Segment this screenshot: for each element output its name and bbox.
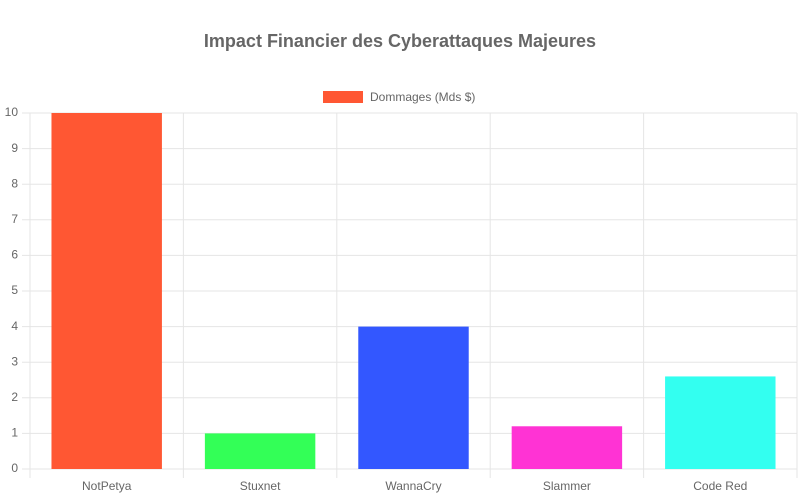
- bar: [358, 326, 469, 469]
- y-tick-label: 3: [11, 354, 18, 368]
- y-tick-label: 2: [11, 390, 18, 404]
- y-tick-label: 6: [11, 248, 18, 262]
- x-tick-label: Slammer: [543, 479, 591, 493]
- y-tick-label: 10: [5, 105, 19, 119]
- legend-label: Dommages (Mds $): [370, 90, 475, 104]
- legend-swatch: [323, 91, 363, 103]
- bar: [511, 426, 623, 469]
- y-tick-label: 8: [11, 176, 18, 190]
- bar: [51, 113, 162, 469]
- x-tick-label: Stuxnet: [240, 479, 281, 493]
- y-tick-label: 7: [11, 212, 18, 226]
- y-tick-label: 1: [11, 426, 18, 440]
- y-tick-label: 4: [11, 319, 18, 333]
- x-tick-label: Code Red: [693, 479, 747, 493]
- y-tick-label: 5: [11, 283, 18, 297]
- y-tick-label: 0: [11, 461, 18, 475]
- chart-title: Impact Financier des Cyberattaques Majeu…: [204, 31, 596, 51]
- x-tick-label: WannaCry: [385, 479, 441, 493]
- y-tick-label: 9: [11, 141, 18, 155]
- bar: [665, 376, 776, 469]
- x-tick-label: NotPetya: [82, 479, 132, 493]
- bar: [204, 433, 316, 469]
